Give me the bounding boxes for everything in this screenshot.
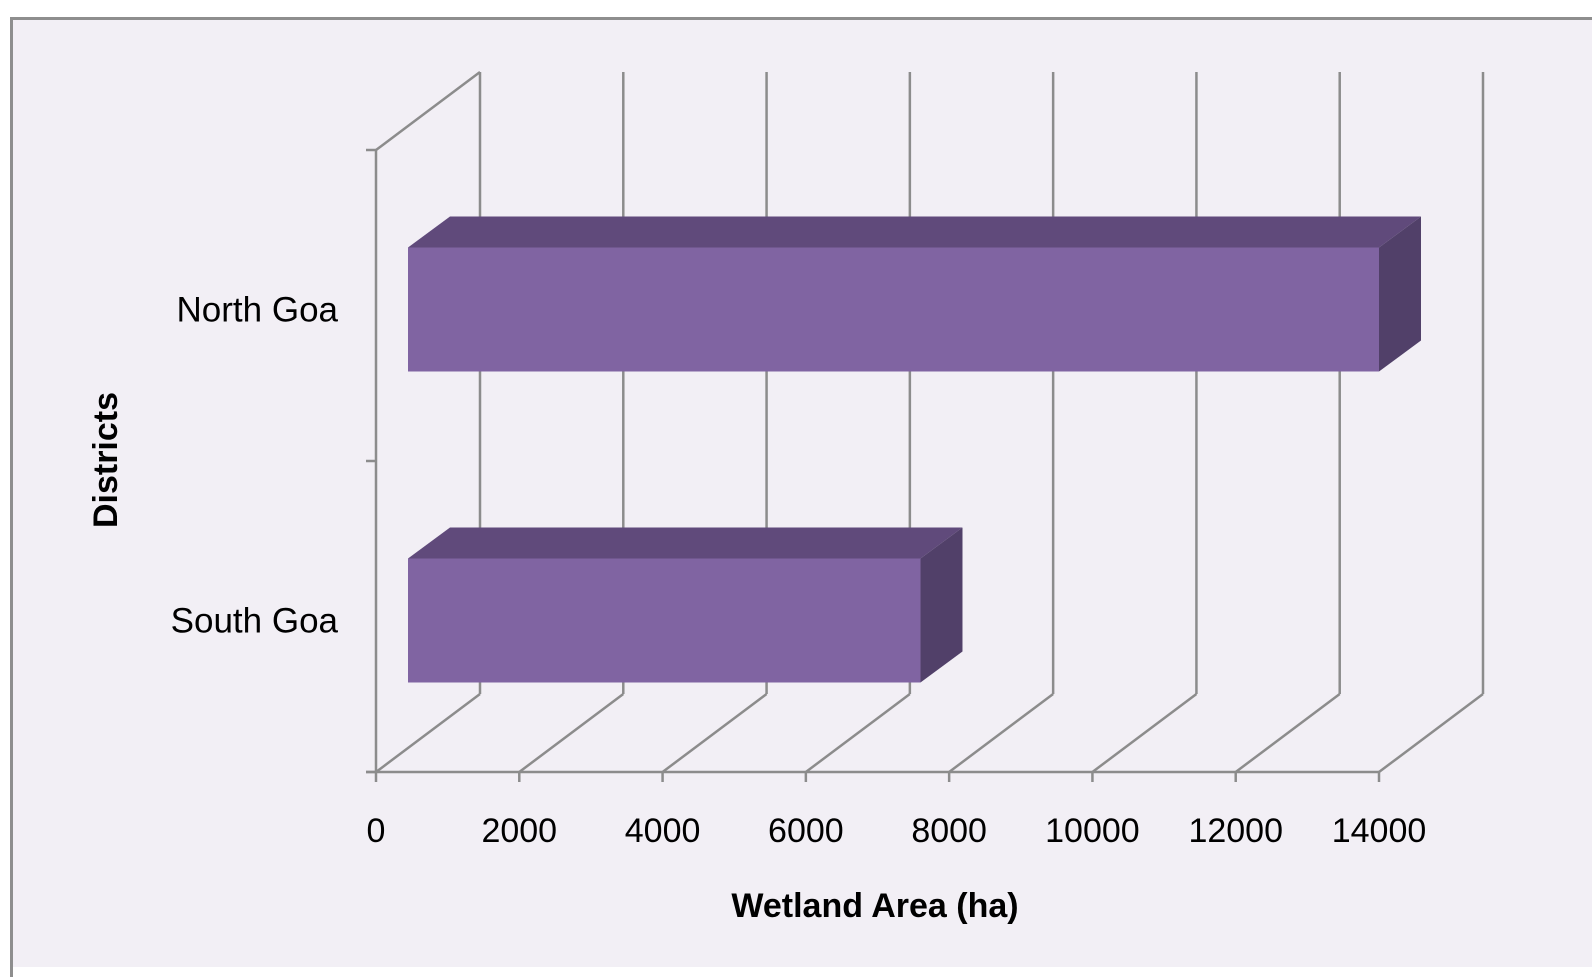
- x-tick-label: 12000: [1188, 812, 1283, 850]
- x-tick-label: 8000: [911, 812, 987, 850]
- side-wall-top: [375, 71, 481, 151]
- bar-south-goa: [408, 527, 963, 683]
- bars: [408, 216, 1421, 683]
- category-label: North Goa: [177, 291, 339, 330]
- gridline-floor: [1234, 693, 1341, 773]
- category-label: South Goa: [171, 602, 339, 641]
- gridline-floor: [518, 693, 625, 773]
- gridline-floor: [1378, 693, 1484, 773]
- x-tick-label: 10000: [1045, 812, 1140, 850]
- labels: 0 2000 4000 6000 8000 10000 12000 14000 North Go…: [171, 291, 1427, 851]
- chart-background: [13, 20, 1592, 967]
- gridline-floor: [1091, 693, 1198, 773]
- x-tick-label: 6000: [768, 812, 844, 850]
- bar-side-face: [920, 527, 963, 683]
- bar-side-face: [1379, 216, 1421, 372]
- chart-frame: [10, 17, 1592, 977]
- x-tick-label: 2000: [481, 812, 557, 850]
- gridline-floor: [375, 693, 481, 773]
- bar-front-face: [408, 558, 921, 683]
- bar-north-goa: [408, 216, 1421, 372]
- axes: [366, 71, 1381, 782]
- bar-top-face: [408, 527, 963, 559]
- gridline-floor: [805, 693, 911, 773]
- gridline-floor: [948, 693, 1054, 773]
- x-axis-title: Wetland Area (ha): [731, 887, 1018, 925]
- x-tick-label: 14000: [1332, 812, 1427, 850]
- bar-top-face: [408, 216, 1421, 248]
- bar-front-face: [408, 247, 1379, 372]
- gridline-floor: [661, 693, 768, 773]
- x-tick-label: 0: [367, 812, 386, 850]
- y-axis-title: Districts: [87, 392, 125, 528]
- x-tick-label: 4000: [625, 812, 701, 850]
